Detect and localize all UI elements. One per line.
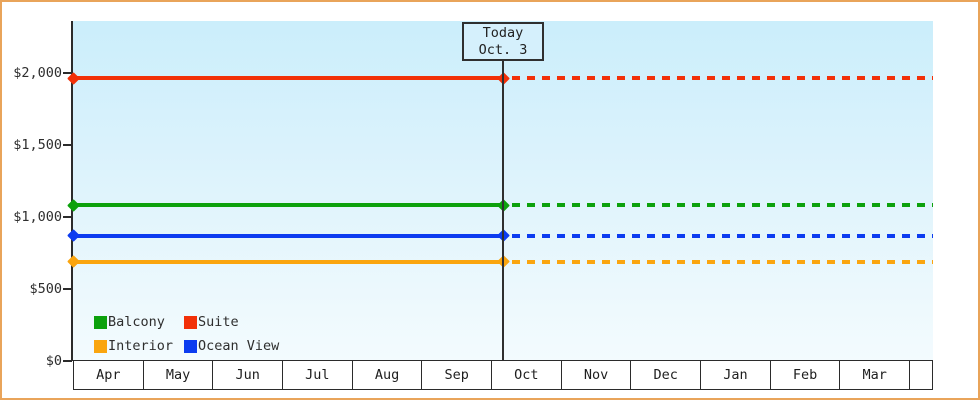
legend-swatch-icon [94, 339, 107, 353]
series-line-solid-ocean-view [73, 233, 503, 238]
y-axis-tick-label: $2,000 [13, 64, 62, 81]
series-line-solid-balcony [73, 203, 503, 208]
month-cell-sep: Sep [422, 361, 493, 389]
legend-entry-interior: Interior [94, 338, 184, 354]
today-marker-box: Today Oct. 3 [462, 22, 544, 61]
y-axis-tick-label: $0 [45, 353, 62, 369]
month-cell-dec: Dec [631, 361, 702, 389]
legend-label: Suite [198, 314, 239, 330]
y-axis-tick-label: $500 [29, 280, 62, 297]
legend-label: Balcony [108, 314, 165, 330]
month-cell-mar: Mar [840, 361, 911, 389]
legend-swatch-icon [94, 315, 107, 329]
y-axis-tick-label: $1,500 [13, 136, 62, 153]
y-axis-tick-label: $1,000 [13, 208, 62, 225]
series-line-dashed-ocean-view [512, 233, 933, 238]
month-cell-jul: Jul [283, 361, 353, 389]
series-line-dashed-interior [512, 259, 933, 264]
month-cell-nov: Nov [561, 361, 632, 389]
legend: Balcony Suite Interior Ocean View [94, 314, 314, 354]
y-axis-tick [63, 71, 72, 74]
series-line-solid-interior [73, 259, 503, 264]
month-cell-jun: Jun [213, 361, 284, 389]
month-cell-apr: Apr [74, 361, 144, 389]
series-line-dashed-balcony [512, 203, 933, 208]
today-label: Today [482, 24, 524, 41]
y-axis-tick [63, 360, 72, 362]
series-line-solid-suite [73, 76, 503, 81]
month-axis: Apr May Jun Jul Aug Sep Oct Nov Dec Jan Feb Mar [73, 360, 933, 390]
y-axis-tick [63, 215, 72, 218]
y-axis-tick [63, 287, 72, 290]
y-axis-tick [63, 143, 72, 146]
series-line-dashed-suite [512, 76, 933, 81]
legend-swatch-icon [184, 339, 197, 353]
today-vertical-line [502, 60, 504, 361]
legend-label: Ocean View [198, 338, 280, 354]
legend-entry-suite: Suite [184, 314, 314, 330]
month-cell-aug: Aug [352, 361, 423, 389]
legend-entry-ocean-view: Ocean View [184, 338, 314, 354]
month-cell-jan: Jan [701, 361, 771, 389]
legend-label: Interior [108, 338, 174, 354]
legend-entry-balcony: Balcony [94, 314, 184, 330]
month-cell-feb: Feb [770, 361, 841, 389]
y-axis-line [71, 21, 73, 361]
today-date: Oct. 3 [478, 41, 528, 58]
month-cell-may: May [143, 361, 214, 389]
legend-swatch-icon [184, 315, 197, 329]
month-cell-oct: Oct [492, 361, 562, 389]
month-cell-partial [910, 361, 933, 389]
